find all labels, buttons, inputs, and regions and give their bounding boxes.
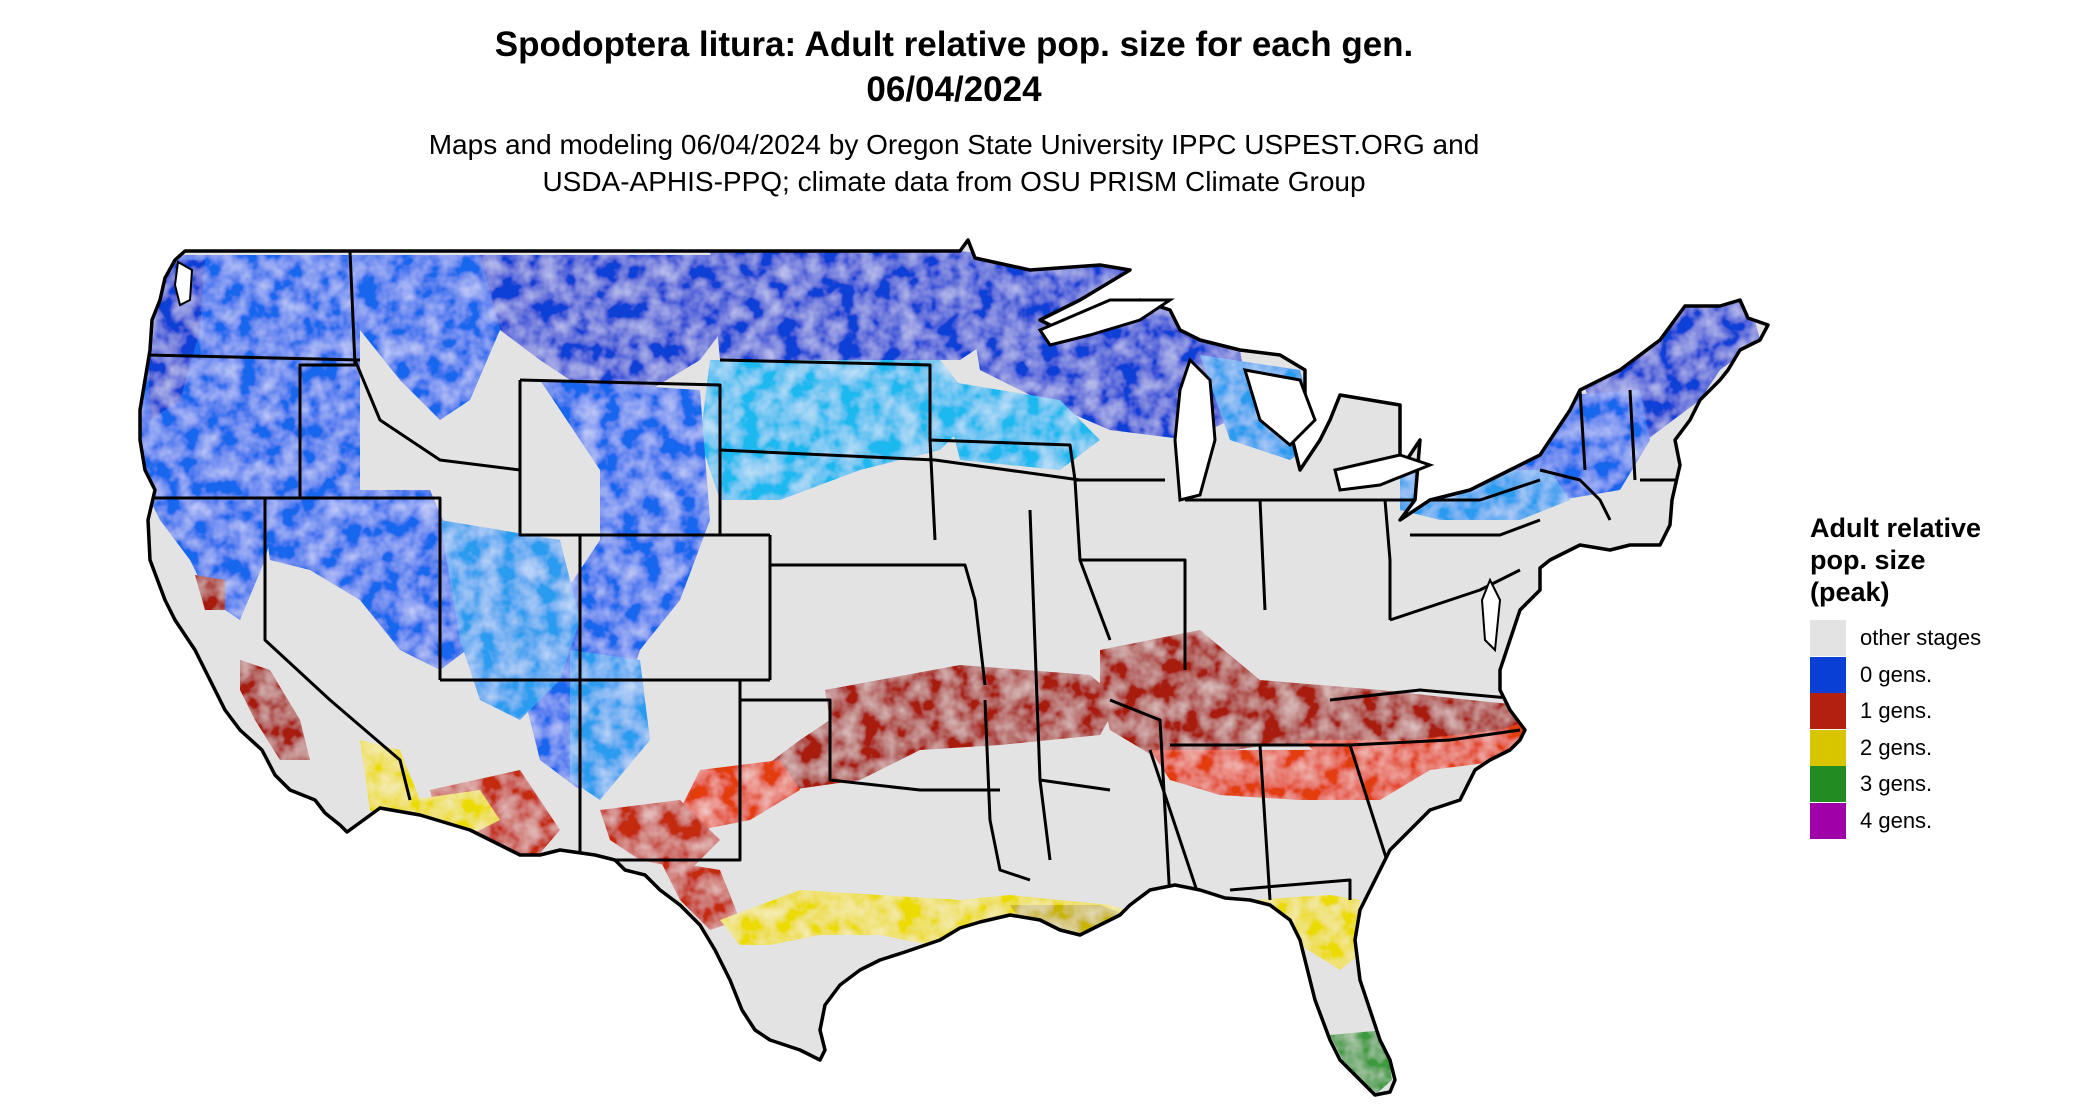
zone-california-red	[240, 660, 310, 760]
generation-zones	[140, 251, 1760, 1095]
zone-dakotas-dark	[710, 251, 1030, 370]
map-subtitle-line1: Maps and modeling 06/04/2024 by Oregon S…	[428, 129, 1480, 160]
legend-items: other stages 0 gens. 1 gens. 2 gens. 3 gens.…	[1810, 620, 2080, 839]
water-features	[173, 260, 1502, 653]
legend-swatch	[1810, 620, 1846, 657]
zone-minnesota-dark	[960, 251, 1250, 440]
zone-texas-west-red	[600, 800, 720, 870]
map-subtitle: Maps and modeling 06/04/2024 by Oregon S…	[0, 126, 1908, 200]
lake-michigan	[1173, 357, 1217, 502]
legend-label: other stages	[1860, 625, 1982, 651]
puget-sound	[173, 260, 194, 307]
zone-south-florida-green	[1330, 1030, 1392, 1095]
zone-southern-plains-red	[760, 665, 1120, 790]
legend-title: Adult relative pop. size (peak)	[1810, 512, 2080, 608]
map-title-line1: Spodoptera litura: Adult relative pop. s…	[494, 25, 1414, 64]
legend-label: 3 gens.	[1860, 771, 1933, 797]
zone-texas-rio-red	[660, 860, 740, 930]
zone-montana-dark	[480, 255, 730, 400]
legend-item: 4 gens.	[1810, 802, 2080, 840]
state-borders	[147, 250, 1680, 901]
legend-label: 0 gens.	[1860, 661, 1933, 687]
legend-item: 1 gens.	[1810, 693, 2080, 730]
zone-new-mexico-blue	[570, 650, 650, 800]
legend-label: 2 gens.	[1860, 734, 1933, 760]
zone-arizona-yellow	[360, 740, 420, 830]
legend-title-line1: Adult relative	[1810, 513, 1982, 543]
map-title: Spodoptera litura: Adult relative pop. s…	[0, 22, 1908, 112]
legend-item: 2 gens.	[1810, 729, 2080, 767]
legend-swatch	[1810, 802, 1846, 839]
lake-huron	[1242, 368, 1317, 448]
zone-idaho-montana	[340, 255, 500, 420]
legend-swatch	[1810, 693, 1846, 730]
lake-superior	[1037, 298, 1175, 347]
legend-title-line3: (peak)	[1810, 577, 1890, 607]
chesapeake-bay	[1480, 577, 1502, 653]
legend-swatch	[1810, 729, 1846, 766]
zone-utah-colorado-light	[440, 520, 580, 720]
map-legend: Adult relative pop. size (peak) other st…	[1810, 512, 2080, 839]
legend-label: 1 gens.	[1860, 698, 1933, 724]
zone-south-texas-green	[835, 985, 900, 1070]
lake-erie	[1333, 453, 1435, 492]
legend-item: 3 gens.	[1810, 766, 2080, 803]
legend-item: other stages	[1810, 620, 2080, 657]
map-subtitle-line2: USDA-APHIS-PPQ; climate data from OSU PR…	[542, 166, 1366, 197]
zone-california-north	[195, 575, 225, 610]
zone-dakotas-cyan	[700, 360, 980, 500]
legend-item: 0 gens.	[1810, 656, 2080, 694]
zone-kentucky-tennessee	[1100, 630, 1530, 760]
legend-label: 4 gens.	[1860, 807, 1933, 833]
map-title-date: 06/04/2024	[866, 70, 1042, 109]
great-lakes	[1037, 298, 1435, 502]
zones-3-gens	[835, 985, 1392, 1095]
zone-wyoming-colorado	[520, 380, 710, 790]
legend-swatch	[1810, 656, 1846, 693]
zone-carolinas-bright	[1300, 720, 1540, 770]
zone-great-basin	[260, 490, 480, 670]
legend-title-line2: pop. size	[1810, 545, 1926, 575]
legend-swatch	[1810, 766, 1846, 803]
zone-minnesota-cyan	[940, 380, 1100, 470]
